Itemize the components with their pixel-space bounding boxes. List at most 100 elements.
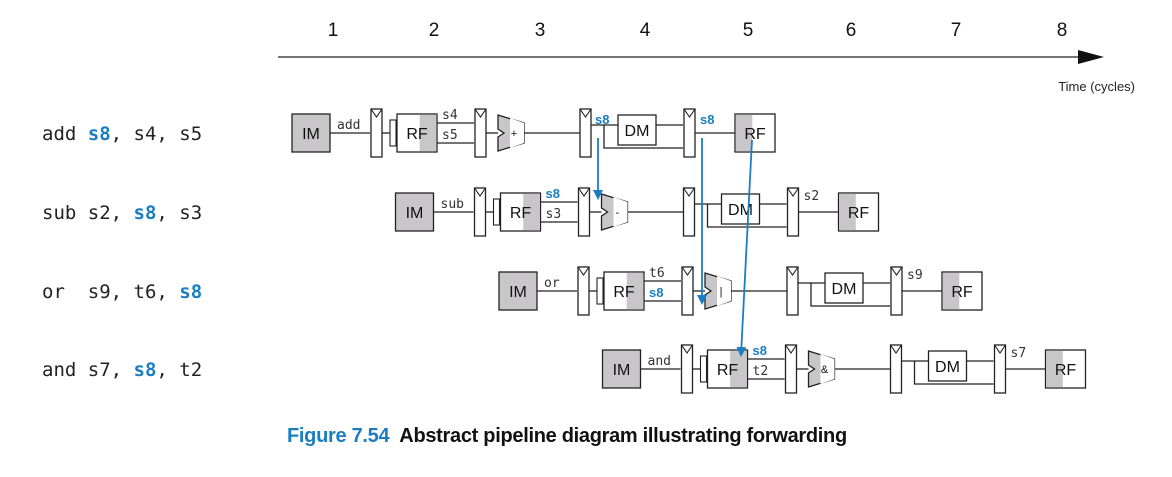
row-or-mem-bypass-wire <box>810 283 890 307</box>
row-or-dm-label: DM <box>832 281 857 298</box>
row-add-pipe-reg-ex-mem-clock <box>579 108 592 118</box>
row-sub-mem-bypass-wire <box>706 204 787 228</box>
row-add-instruction-part-0: add <box>42 123 88 145</box>
row-and-alu-symbol: & <box>821 364 829 376</box>
destination-labels: s8 s8 s2 s9 s7 <box>595 112 1026 361</box>
row-or-opcode-label: or <box>544 276 560 291</box>
row-or-alu-light <box>717 276 731 306</box>
row-and-instruction-text: and s7, s8, t2 <box>42 359 202 381</box>
row-add-rf-read-block-shade <box>419 114 437 152</box>
row-add-rf-write-block-shade <box>735 114 753 152</box>
row-and-rf-read-block-shade <box>730 350 747 388</box>
row-sub-pipe-reg-mem-wb-clock <box>787 187 799 197</box>
row-and-im-block-label: IM <box>613 362 631 379</box>
row-or-instruction-part-0: or s9, t6, <box>42 281 179 303</box>
row-add-mem-bypass-wire <box>603 125 683 149</box>
row-add-pipe-reg-mem-wb-clock <box>683 108 696 118</box>
row-or-pipe-reg-if-id-clock <box>577 266 590 276</box>
row-or-pipe-reg-mem-wb-clock <box>890 266 903 276</box>
row-and-pipe-reg-ex-mem <box>889 344 903 394</box>
row-and-rf-read-block-label: RF <box>717 362 739 379</box>
row-and-src2-label: t2 <box>753 364 769 379</box>
row-sub-dest-label: s2 <box>804 189 820 204</box>
row-and-instruction-part-2: , t2 <box>156 359 202 381</box>
forward-arrow-wb-to-and <box>736 139 753 357</box>
row-add-instruction-text: add s8, s4, s5 <box>42 123 202 145</box>
row-or-rf-read-block-label: RF <box>613 284 635 301</box>
row-sub-rf-read-block-label: RF <box>510 205 532 222</box>
row-add-rf-write-block-label: RF <box>744 126 766 143</box>
row-or-im-block <box>498 271 538 311</box>
row-and-dm-label: DM <box>935 359 960 376</box>
row-or-src2-label: s8 <box>649 285 663 300</box>
row-or-im-block-label: IM <box>509 284 527 301</box>
row-sub-src2-label: s3 <box>546 207 562 222</box>
add-dest-mem-wb-label: s8 <box>700 112 714 127</box>
cycle-number-3: 3 <box>535 20 546 41</box>
row-add-alu-light <box>510 118 524 148</box>
row-add-instruction-part-1: s8 <box>88 123 111 145</box>
row-sub-instruction-part-1: s8 <box>134 202 157 224</box>
figure-caption: Figure 7.54 Abstract pipeline diagram ill… <box>287 425 847 448</box>
row-sub-dm-block <box>720 193 761 225</box>
time-axis-arrowhead <box>1078 50 1104 64</box>
row-sub-pipe-reg-if-id-clock <box>474 187 486 197</box>
cycle-number-8: 8 <box>1057 20 1068 41</box>
cycle-number-4: 4 <box>640 20 651 41</box>
row-sub-instruction-part-2: , s3 <box>156 202 202 224</box>
row-and-instruction-part-0: and s7, <box>42 359 134 381</box>
row-or-rf-write-block-label: RF <box>951 284 973 301</box>
row-sub-rf-read-block-shade <box>523 193 540 231</box>
row-add-rf-read-block-label: RF <box>406 126 428 143</box>
figure-caption-text: Abstract pipeline diagram illustrating f… <box>399 425 847 447</box>
row-or-rf-write-block-shade <box>942 272 960 310</box>
row-or-dest-label: s9 <box>907 268 923 283</box>
row-sub-pipe-reg-ex-mem <box>682 187 696 237</box>
row-or-pipe-reg-ex-mem <box>786 266 799 316</box>
row-add-src1-label: s4 <box>442 108 458 123</box>
row-sub-im-block-label: IM <box>406 205 424 222</box>
row-add-im-block-label: IM <box>302 126 320 143</box>
row-or-rf-port <box>596 277 604 305</box>
row-or-dm-block <box>824 272 864 304</box>
time-axis-label: Time (cycles) <box>1058 79 1135 94</box>
row-and-rf-port <box>699 355 708 383</box>
row-add-dm-label: DM <box>625 123 650 140</box>
row-or-rf-read-block-shade <box>626 272 644 310</box>
row-add-pipe-reg-id-ex-clock <box>474 108 487 118</box>
cycle-number-2: 2 <box>429 20 440 41</box>
row-sub-rf-write-block-label: RF <box>848 205 870 222</box>
cycle-number-7: 7 <box>951 20 962 41</box>
row-or-alu-symbol: | <box>720 286 723 298</box>
row-and-src1-label: s8 <box>753 343 767 358</box>
row-add-src2-label: s5 <box>442 128 458 143</box>
row-or-pipe-reg-ex-mem-clock <box>786 266 799 276</box>
row-and-mem-bypass-wire <box>913 361 994 385</box>
timeline: 1 2 3 4 5 6 7 8 Time (cycles) <box>278 20 1135 94</box>
row-add-alu-symbol: + <box>511 128 517 140</box>
row-add-rf-port <box>389 119 397 147</box>
row-and-dm-block <box>927 350 968 382</box>
row-sub-alu-light <box>613 197 628 227</box>
cycle-number-5: 5 <box>743 20 754 41</box>
row-sub-src1-label: s8 <box>546 186 560 201</box>
row-add-instruction-part-2: , s4, s5 <box>111 123 203 145</box>
row-and-pipe-reg-id-ex-clock <box>785 344 797 354</box>
row-sub-instruction-text: sub s2, s8, s3 <box>42 202 202 224</box>
row-and-pipe-reg-mem-wb-clock <box>994 344 1006 354</box>
row-add-opcode-label: add <box>337 118 360 133</box>
row-add-pipe-reg-ex-mem <box>579 108 592 158</box>
row-sub-pipe-reg-id-ex-clock <box>578 187 590 197</box>
row-and-pipe-reg-ex-mem-clock <box>890 344 902 354</box>
row-or-instruction-text: or s9, t6, s8 <box>42 281 202 303</box>
row-and-alu-light <box>820 354 835 384</box>
row-add-pipe-reg-if-id-clock <box>370 108 383 118</box>
forwarding-paths <box>593 138 753 357</box>
row-and-pipe-reg-if-id-clock <box>681 344 693 354</box>
pipeline-row-or: or s9, t6, s8 IM or RF t6 s8 | DM RF <box>42 266 983 316</box>
row-sub-rf-write-block-shade <box>839 193 856 231</box>
